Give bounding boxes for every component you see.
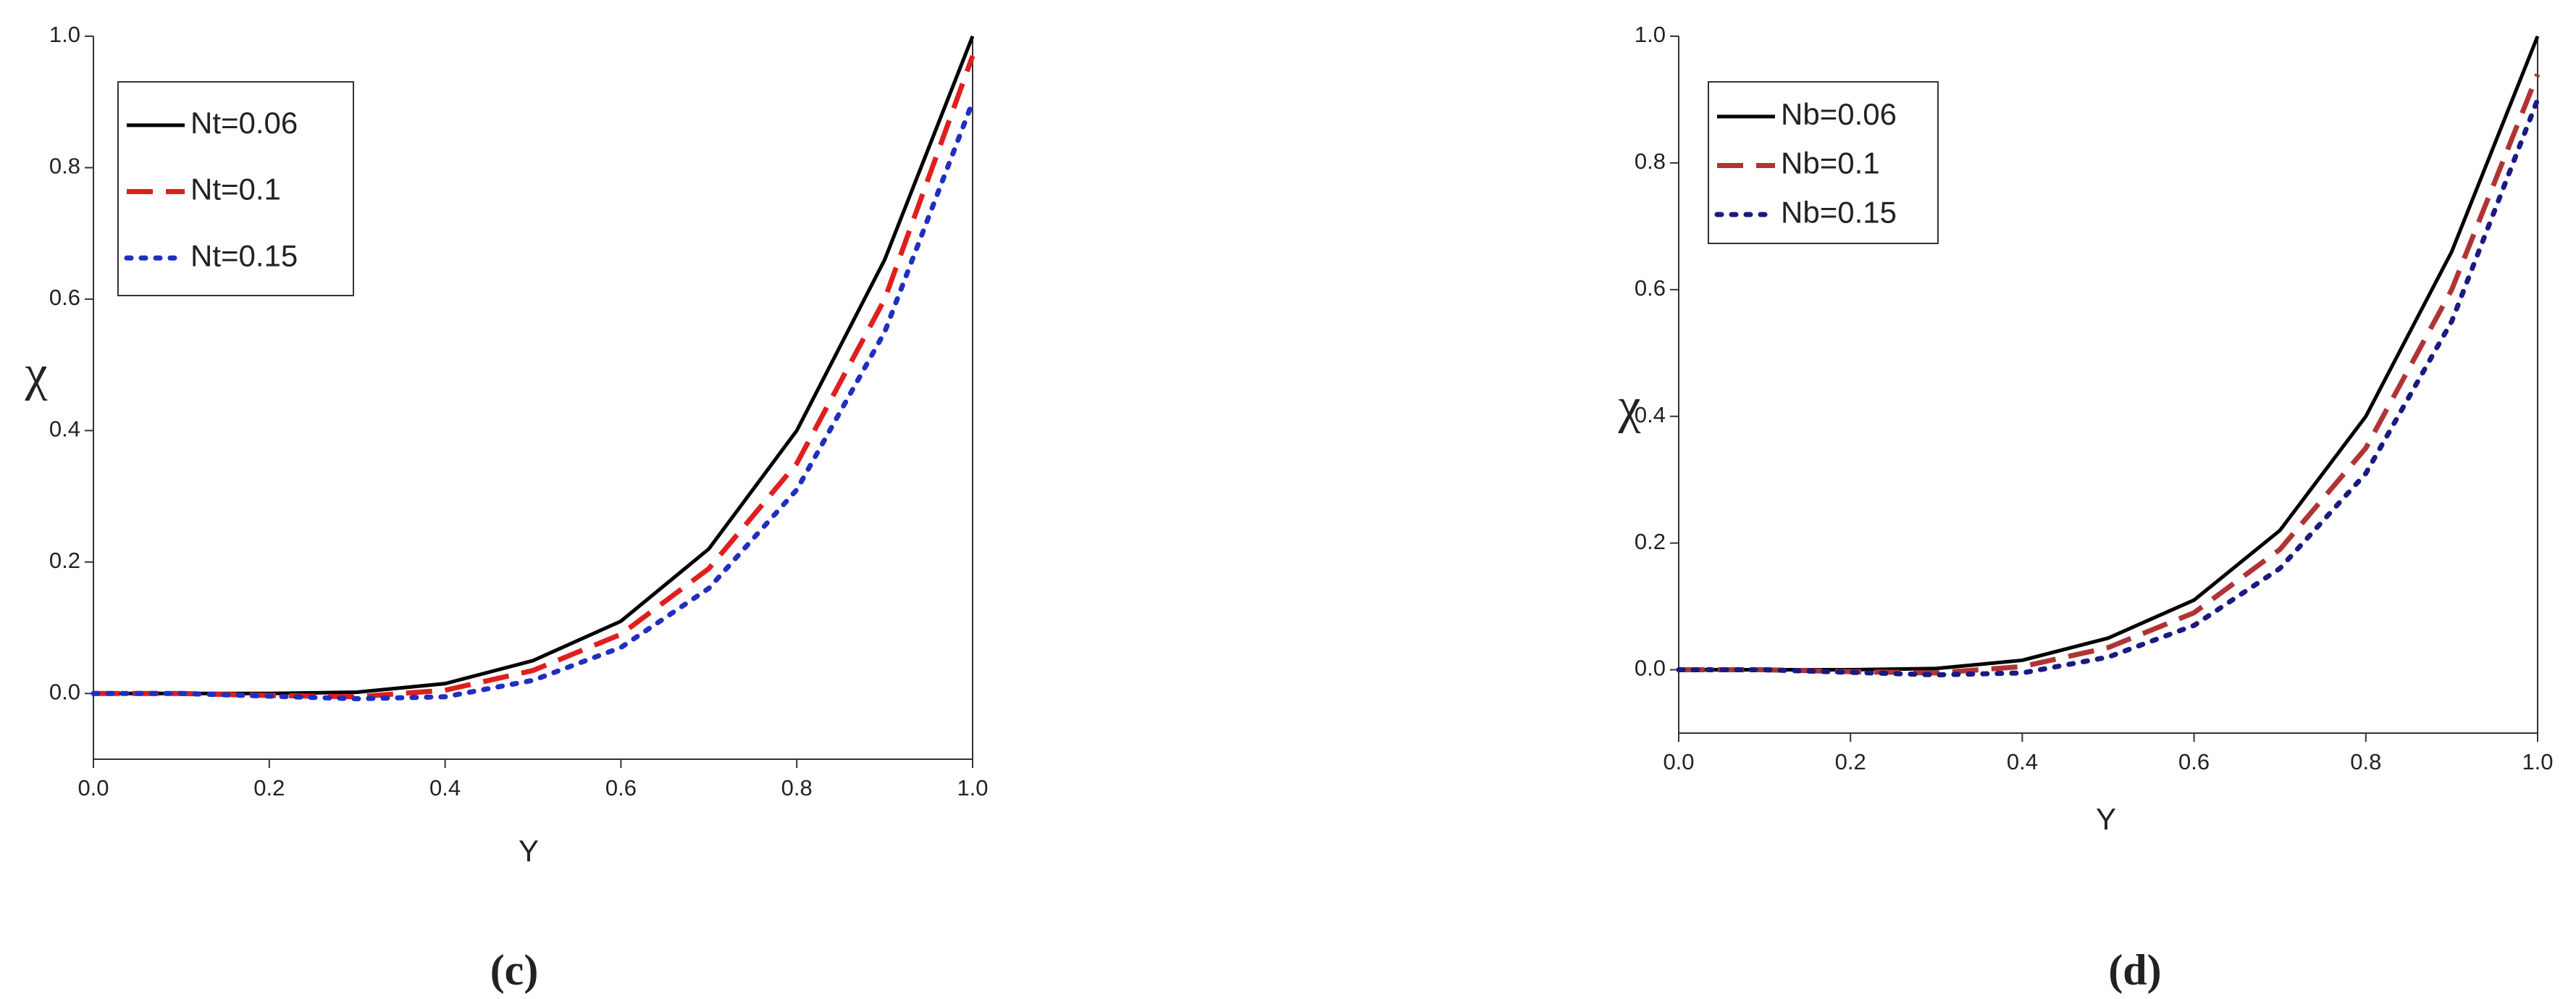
legend-label: Nt=0.06: [190, 106, 298, 140]
x-tick-label: 0.6: [2178, 749, 2210, 774]
x-tick-label: 0.8: [781, 775, 813, 801]
y-axis-label: χ: [24, 346, 47, 401]
x-tick-label: 0.4: [429, 775, 461, 801]
y-tick-label: 0.6: [49, 285, 80, 310]
y-tick-label: 0.4: [49, 417, 80, 442]
y-tick-label: 0.8: [49, 154, 80, 179]
x-tick-label: 1.0: [2522, 749, 2553, 774]
x-tick-label: 0.6: [605, 775, 637, 801]
y-axis-label: χ: [1617, 378, 1640, 434]
series-line: [91, 99, 976, 702]
y-tick-label: 0.8: [1635, 149, 1666, 174]
y-tick-label: 0.2: [1635, 529, 1666, 554]
series-line: [1676, 96, 2541, 678]
x-axis-label: Y: [2096, 802, 2116, 836]
y-tick-label: 0.4: [1635, 402, 1666, 427]
legend-label: Nt=0.1: [190, 172, 281, 206]
x-tick-label: 0.8: [2350, 749, 2381, 774]
legend-label: Nb=0.15: [1781, 195, 1897, 229]
x-tick-label: 1.0: [957, 775, 988, 801]
y-tick-label: 0.0: [1635, 656, 1666, 681]
x-tick-label: 0.4: [2007, 749, 2038, 774]
legend-label: Nb=0.06: [1781, 97, 1897, 131]
caption: (c): [490, 946, 539, 994]
series-line: [93, 55, 976, 700]
y-tick-label: 0.0: [49, 679, 80, 704]
caption: (d): [2108, 946, 2161, 994]
legend-label: Nb=0.1: [1781, 146, 1880, 180]
y-tick-label: 0.6: [1635, 275, 1666, 301]
y-tick-label: 1.0: [49, 22, 80, 47]
x-tick-label: 0.2: [253, 775, 285, 801]
x-tick-label: 0.0: [1663, 749, 1694, 774]
y-tick-label: 0.2: [49, 548, 80, 573]
legend-label: Nt=0.15: [190, 238, 298, 272]
x-axis-label: Y: [519, 834, 539, 868]
x-tick-label: 0.0: [77, 775, 109, 801]
x-tick-label: 0.2: [1835, 749, 1866, 774]
y-tick-label: 1.0: [1635, 22, 1666, 47]
